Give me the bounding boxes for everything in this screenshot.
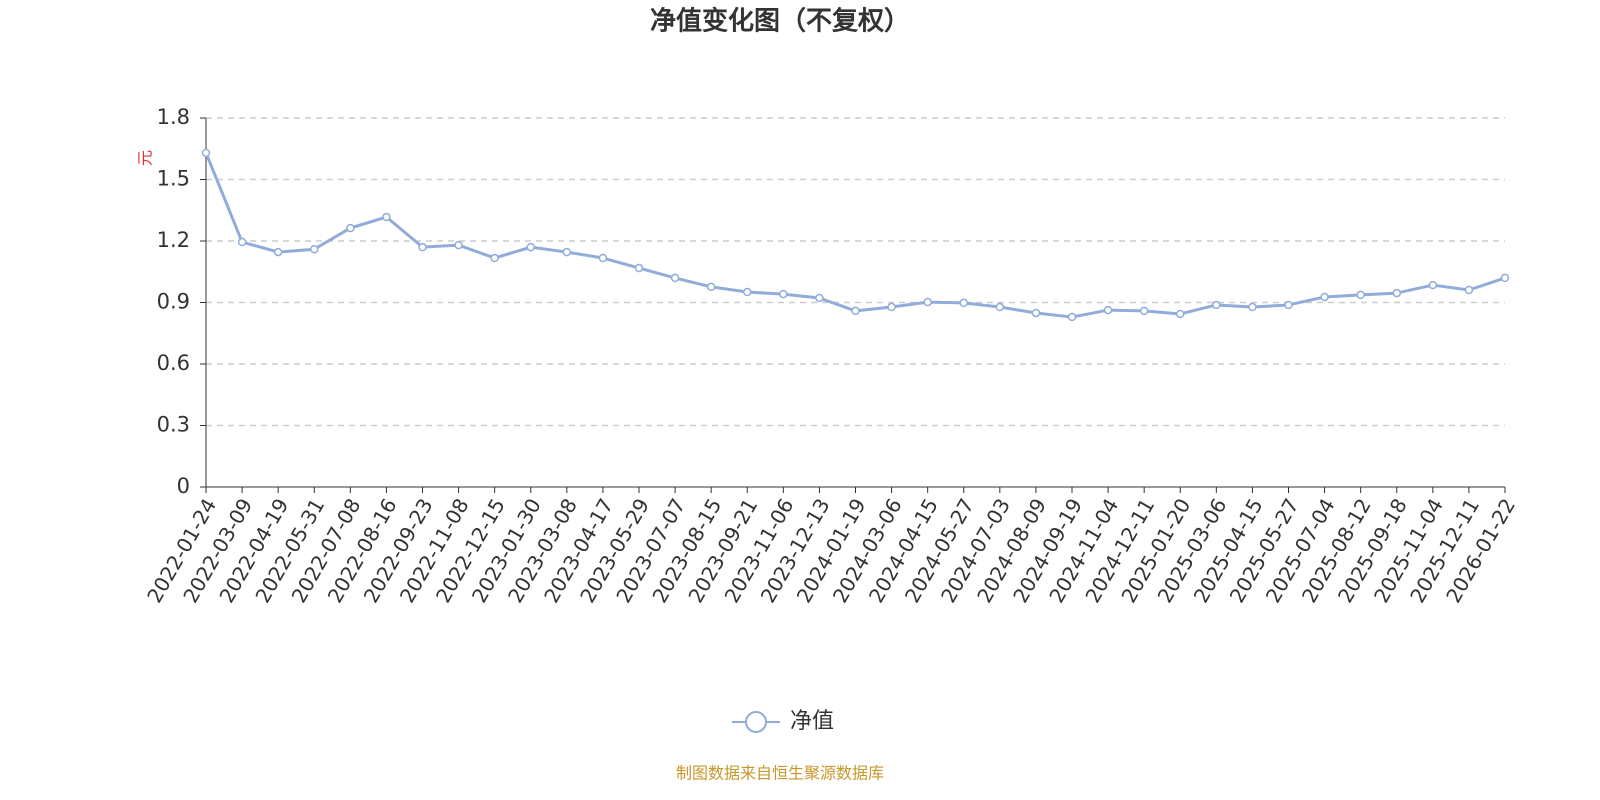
point-marker — [1320, 292, 1329, 302]
point-marker — [743, 287, 752, 297]
legend-label: 净值 — [790, 709, 834, 734]
y-tick-label: 1.8 — [157, 105, 190, 129]
point-marker — [382, 212, 391, 222]
series-line — [204, 152, 1506, 319]
point-marker — [1031, 308, 1041, 318]
point-marker — [526, 242, 535, 252]
point-marker — [1067, 312, 1077, 322]
y-axis-label: 元 — [136, 150, 155, 166]
point-marker — [851, 306, 860, 316]
point-marker — [887, 302, 896, 312]
point-marker — [1212, 300, 1221, 310]
point-marker — [310, 244, 319, 254]
point-marker — [490, 253, 499, 263]
point-marker — [706, 282, 716, 292]
chart-title: 净值变化图（不复权） — [650, 6, 910, 37]
y-tick-label: 1.2 — [157, 228, 190, 252]
point-marker — [1176, 309, 1185, 319]
point-marker — [670, 273, 680, 283]
y-tick-label: 1.5 — [157, 167, 190, 191]
point-marker — [418, 242, 427, 252]
point-marker — [1392, 288, 1401, 298]
point-marker — [1464, 285, 1474, 295]
point-marker — [1428, 280, 1438, 290]
point-marker — [454, 240, 463, 250]
point-marker — [1284, 300, 1293, 310]
point-marker — [346, 223, 355, 233]
y-tick-label: 0.9 — [157, 290, 190, 314]
y-tick-label: 0.6 — [157, 351, 190, 375]
point-marker — [959, 298, 968, 308]
point-marker — [1139, 306, 1149, 316]
y-tick-label: 0.3 — [157, 413, 190, 437]
point-marker — [598, 253, 608, 263]
point-marker — [995, 302, 1005, 312]
point-marker — [1103, 305, 1113, 315]
point-marker — [815, 293, 824, 303]
point-marker — [779, 289, 788, 299]
y-tick-label: 0 — [177, 474, 190, 498]
point-marker — [923, 297, 932, 307]
point-marker — [201, 148, 211, 158]
point-marker — [1500, 273, 1510, 283]
point-marker — [273, 247, 283, 257]
point-marker — [1356, 290, 1365, 300]
point-marker — [634, 263, 644, 273]
point-marker — [562, 247, 572, 257]
source-note: 制图数据来自恒生聚源数据库 — [676, 764, 884, 783]
point-marker — [1248, 302, 1257, 312]
legend-symbol — [745, 711, 767, 733]
point-marker — [237, 237, 247, 247]
